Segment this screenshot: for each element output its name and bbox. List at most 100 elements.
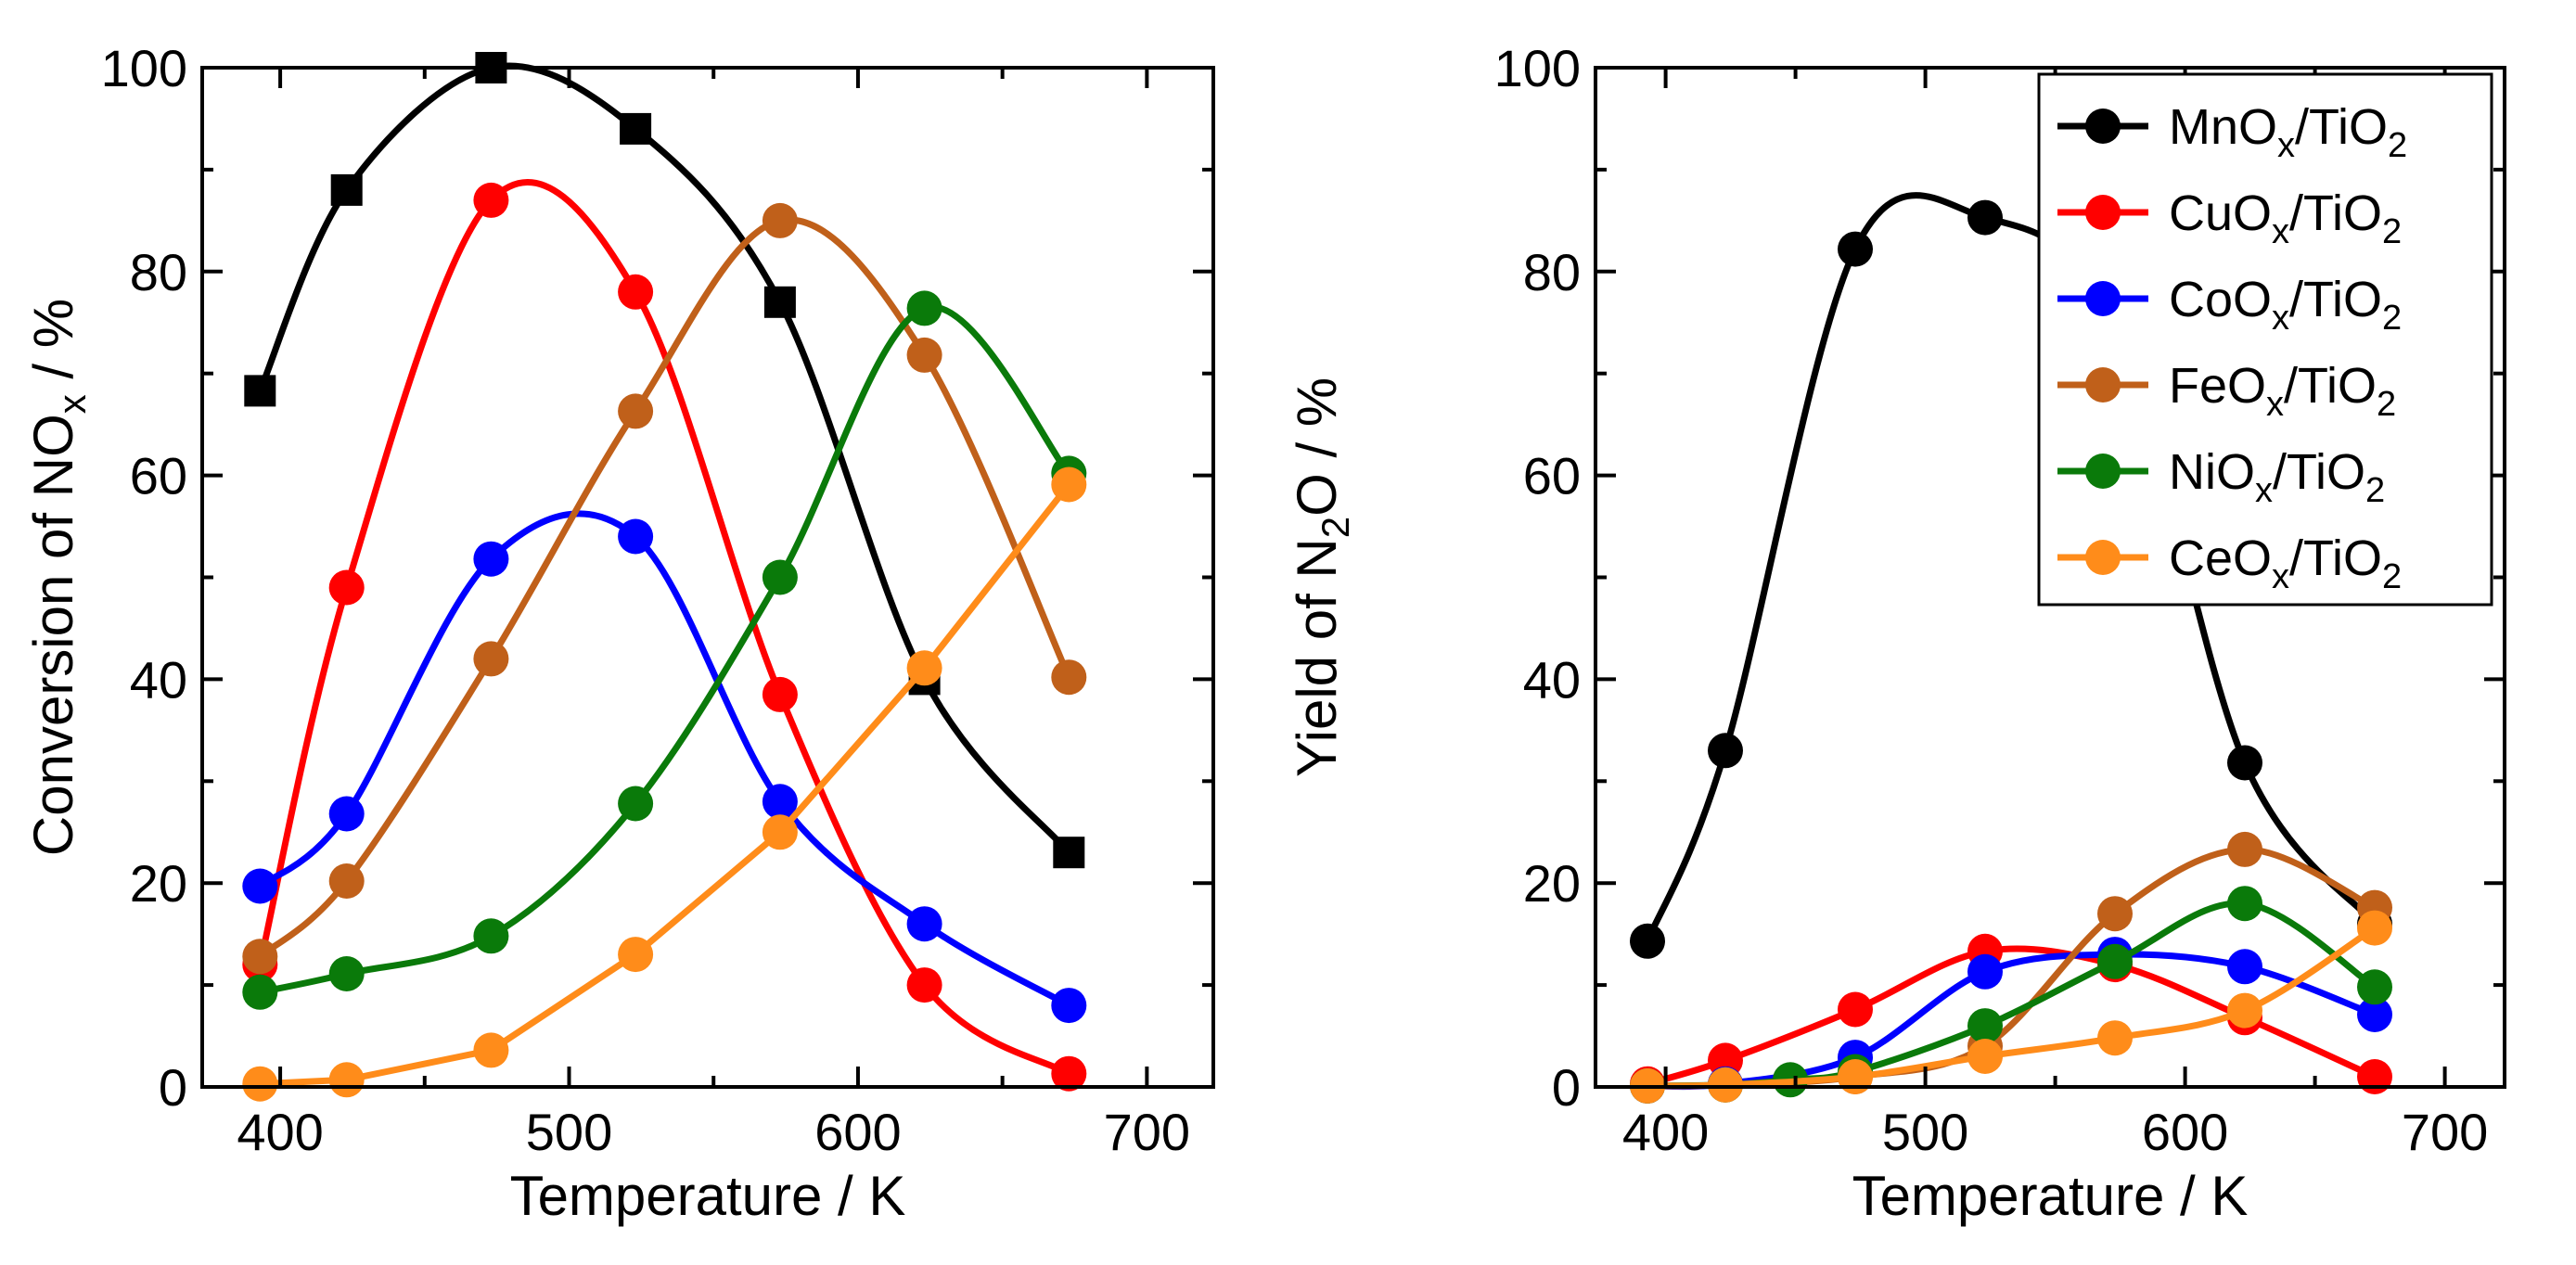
- data-point: [244, 375, 276, 407]
- data-point: [2097, 943, 2133, 979]
- data-point: [242, 974, 278, 1010]
- legend-label: MnOx/TiO2: [2169, 99, 2407, 165]
- data-point: [2357, 997, 2392, 1032]
- x-tick-label: 700: [2402, 1103, 2488, 1161]
- y-tick-label: 80: [1523, 243, 1581, 301]
- x-tick-label: 400: [1622, 1103, 1709, 1161]
- x-axis-title: Temperature / K: [1852, 1165, 2249, 1227]
- data-point: [762, 784, 798, 820]
- y-axis: 0 20 40 60 80 100 Yield of N2O / %: [1286, 39, 2505, 1117]
- n2o-yield-panel: 400 500 600 700 Temperature / K 0 20 40 60 80 100 Y…: [1286, 39, 2506, 1227]
- data-point: [1838, 991, 1873, 1028]
- data-point: [473, 182, 509, 218]
- data-point: [2227, 886, 2262, 922]
- data-point: [618, 518, 654, 555]
- data-point: [906, 290, 942, 326]
- data-point: [328, 796, 365, 832]
- data-point: [1051, 466, 1087, 503]
- series-cuox-tio2: [242, 179, 1087, 1092]
- legend-item-coo: CoOx/TiO2: [2057, 272, 2402, 338]
- series-line: [256, 216, 1072, 960]
- series-group: [242, 52, 1087, 1102]
- series-coox-tio2: [1630, 937, 2392, 1104]
- data-point: [1630, 923, 1665, 959]
- legend-label: CoOx/TiO2: [2169, 272, 2402, 338]
- data-point: [906, 967, 942, 1003]
- legend-item-feo: FeOx/TiO2: [2057, 358, 2396, 424]
- data-point: [618, 937, 654, 973]
- data-point: [763, 286, 796, 318]
- data-point: [1051, 988, 1087, 1024]
- y-tick-label: 40: [130, 650, 187, 709]
- data-point: [2357, 910, 2392, 946]
- data-point: [1967, 953, 2003, 990]
- data-point: [328, 956, 365, 991]
- legend-item-nio: NiOx/TiO2: [2057, 444, 2385, 510]
- series-ceox-tio2: [242, 466, 1087, 1102]
- data-point: [762, 814, 798, 850]
- legend-item-mno: MnOx/TiO2: [2057, 99, 2407, 165]
- data-point: [2227, 949, 2262, 985]
- data-point: [618, 274, 654, 310]
- y-tick-label: 60: [130, 447, 187, 505]
- data-point: [328, 1062, 365, 1098]
- data-point: [618, 786, 654, 822]
- data-point: [1967, 199, 2003, 236]
- data-point: [473, 918, 509, 954]
- series-group: [1630, 192, 2392, 1104]
- legend-marker: [2085, 540, 2121, 575]
- series-niox-tio2: [242, 290, 1087, 1010]
- series-line: [1644, 900, 2378, 1090]
- data-point: [1051, 659, 1087, 696]
- x-tick-label: 500: [526, 1103, 612, 1161]
- legend-label: FeOx/TiO2: [2169, 358, 2396, 424]
- data-point: [2227, 745, 2262, 781]
- x-tick-label: 400: [237, 1103, 323, 1161]
- data-point: [618, 393, 654, 429]
- data-point: [2097, 1020, 2133, 1056]
- data-point: [1708, 1067, 1743, 1103]
- series-cuox-tio2: [1630, 933, 2392, 1102]
- data-point: [328, 863, 365, 899]
- x-axis: 400 500 600 700 Temperature / K: [237, 68, 1190, 1227]
- y-axis: 0 20 40 60 80 100 Conversion of NOx / %: [22, 39, 1213, 1117]
- y-tick-label: 0: [1552, 1058, 1581, 1117]
- legend-label: CuOx/TiO2: [2169, 185, 2402, 251]
- series-coox-tio2: [242, 510, 1087, 1024]
- data-point: [1838, 1059, 1873, 1094]
- data-point: [1838, 231, 1873, 267]
- y-tick-label: 40: [1523, 650, 1581, 709]
- legend: MnOx/TiO2 CuOx/TiO2 CoOx/TiO2 FeOx/TiO2 NiOx…: [2037, 72, 2493, 607]
- series-mnox-tio2: [1630, 192, 2392, 959]
- series-line: [256, 62, 1072, 856]
- series-mnox-tio2: [244, 52, 1085, 869]
- data-point: [620, 112, 652, 145]
- data-point: [1708, 733, 1743, 769]
- data-point: [2357, 969, 2392, 1005]
- y-tick-label: 20: [130, 854, 187, 913]
- legend-item-ceo: CeOx/TiO2: [2057, 530, 2402, 596]
- series-line: [256, 303, 1072, 996]
- legend-marker: [2085, 281, 2121, 316]
- legend-box: [2037, 72, 2493, 607]
- x-axis-title: Temperature / K: [510, 1165, 906, 1227]
- legend-marker: [2085, 109, 2121, 144]
- y-tick-label: 100: [1494, 39, 1581, 97]
- x-tick-label: 600: [814, 1103, 901, 1161]
- data-point: [906, 337, 942, 373]
- y-tick-label: 60: [1523, 447, 1581, 505]
- data-point: [330, 173, 363, 206]
- data-point: [762, 676, 798, 712]
- legend-item-cuo: CuOx/TiO2: [2057, 185, 2402, 251]
- series-feox-tio2: [242, 202, 1087, 975]
- data-point: [473, 641, 509, 677]
- legend-marker: [2085, 454, 2121, 489]
- y-axis-title: Yield of N2O / %: [1286, 377, 1357, 777]
- y-tick-label: 20: [1523, 854, 1581, 913]
- y-tick-label: 0: [159, 1058, 187, 1117]
- legend-marker: [2085, 367, 2121, 402]
- legend-label: NiOx/TiO2: [2169, 444, 2385, 510]
- data-point: [2227, 831, 2262, 867]
- data-point: [242, 1066, 278, 1102]
